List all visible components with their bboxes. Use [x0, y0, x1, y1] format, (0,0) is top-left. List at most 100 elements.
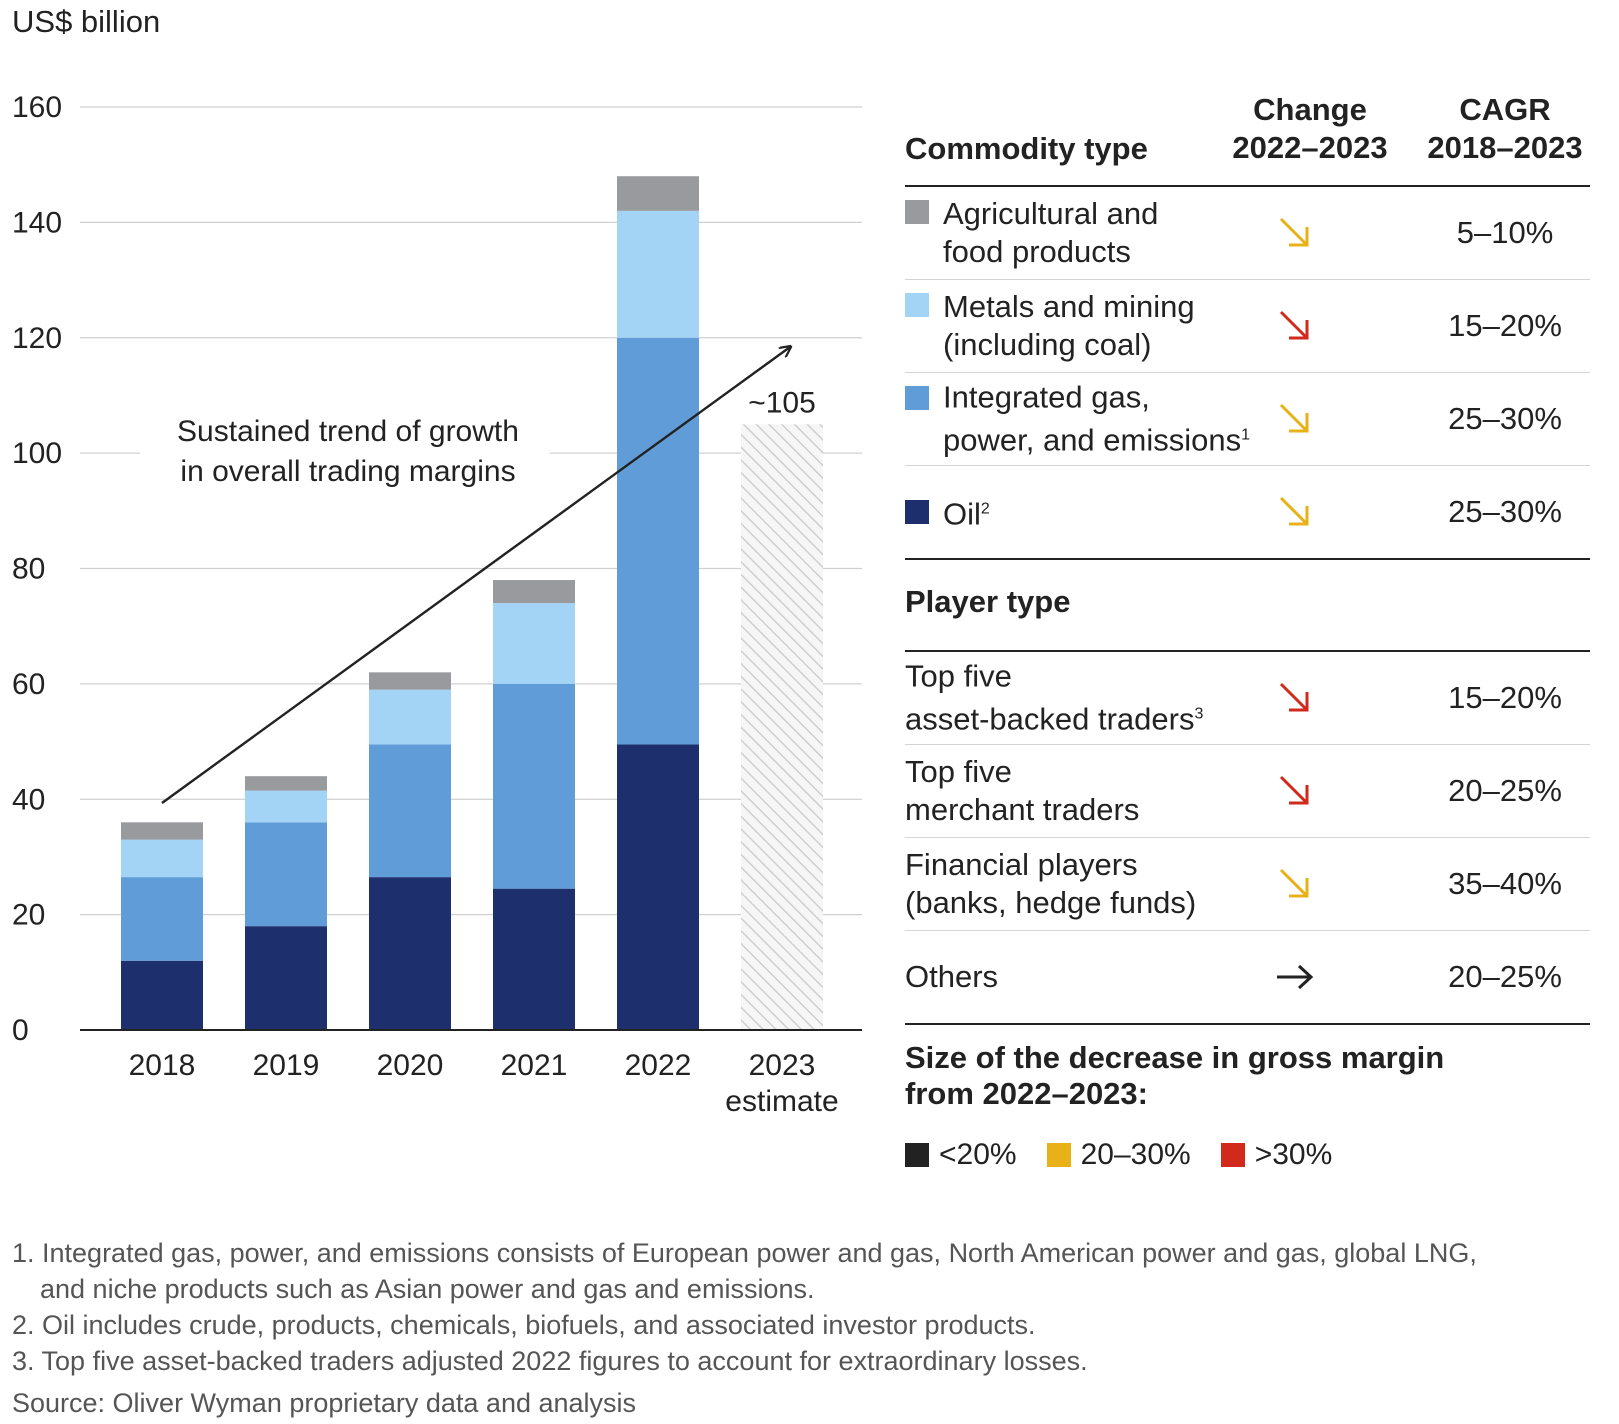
- margin-table: Commodity type Change 2022–2023 CAGR 201…: [905, 92, 1590, 1025]
- bar-segment: [369, 744, 451, 878]
- arrow-down-right-icon: [1273, 211, 1317, 255]
- legend-label: <20%: [939, 1138, 1017, 1171]
- bar-segment: [617, 210, 699, 338]
- commodity-row: Integrated gas, power, and emissions1 25–3…: [905, 373, 1590, 466]
- estimate-bar-group: ~105: [741, 386, 823, 1030]
- y-unit-label: US$ billion: [12, 4, 160, 39]
- player-label-line1: Top five: [905, 754, 1012, 789]
- table-header: Commodity type Change 2022–2023 CAGR 201…: [905, 92, 1590, 187]
- player-rows: Top five asset-backed traders3 15–20% Top f…: [905, 652, 1590, 1025]
- change-header-line1: Change: [1253, 92, 1367, 127]
- player-cagr: 20–25%: [1448, 959, 1562, 994]
- player-label: Top five asset-backed traders3: [905, 657, 1203, 738]
- player-label: Others: [905, 958, 998, 996]
- source-note: Source: Oliver Wyman proprietary data an…: [12, 1388, 637, 1418]
- bar-segment: [493, 580, 575, 604]
- y-tick-label: 100: [12, 437, 62, 470]
- x-tick-label: 2023: [749, 1049, 816, 1082]
- y-tick-label: 0: [12, 1014, 29, 1047]
- cagr-header-line2: 2018–2023: [1427, 130, 1583, 165]
- size-legend-title-line2: from 2022–2023:: [905, 1076, 1148, 1111]
- commodity-label-line1: Metals and mining: [943, 289, 1195, 324]
- x-tick-label: 2021: [501, 1049, 568, 1082]
- change-header: Change 2022–2023: [1215, 91, 1405, 167]
- bar-segment: [617, 176, 699, 211]
- bar-segment: [617, 744, 699, 1030]
- legend-item: 20–30%: [1046, 1138, 1191, 1172]
- footnote-marker: 1: [1241, 426, 1251, 444]
- x-tick-label: 2022: [625, 1049, 692, 1082]
- footnote-2: 2. Oil includes crude, products, chemica…: [12, 1310, 1036, 1340]
- player-label-line2: merchant traders: [905, 792, 1140, 827]
- player-row: Top five merchant traders 20–25%: [905, 745, 1590, 838]
- commodity-rows: Agricultural and food products 5–10% Metals…: [905, 187, 1590, 560]
- y-tick-label: 140: [12, 206, 62, 239]
- commodity-cagr: 5–10%: [1456, 215, 1554, 250]
- bars: [121, 176, 699, 1030]
- player-label: Top five merchant traders: [905, 753, 1139, 829]
- cagr-header-line1: CAGR: [1459, 92, 1551, 127]
- commodity-row: Oil2 25–30%: [905, 466, 1590, 560]
- footnote-marker: 3: [1194, 705, 1204, 723]
- y-axis-ticks: 0 20 40 60 80 100 120 140 160: [12, 91, 62, 1047]
- player-label: Financial players (banks, hedge funds): [905, 846, 1196, 922]
- commodity-swatch: [905, 500, 929, 524]
- commodity-row: Agricultural and food products 5–10%: [905, 187, 1590, 280]
- trend-arrow: [161, 347, 790, 804]
- player-label-line1: Others: [905, 959, 999, 994]
- bar-segment: [369, 689, 451, 745]
- bar-segment: [245, 822, 327, 927]
- change-header-line2: 2022–2023: [1232, 130, 1388, 165]
- commodity-label-line2: (including coal): [943, 327, 1152, 362]
- bar-segment: [121, 839, 203, 878]
- footnote-1-cont: and niche products such as Asian power a…: [40, 1274, 815, 1304]
- bar-segment: [493, 888, 575, 1030]
- y-tick-label: 40: [12, 783, 45, 816]
- bar-segment: [493, 603, 575, 684]
- commodity-label-line2: power, and emissions1: [943, 422, 1251, 458]
- player-cagr: 20–25%: [1448, 773, 1562, 808]
- player-label-line1: Top five: [905, 658, 1012, 694]
- size-legend-title: Size of the decrease in gross margin fro…: [905, 1040, 1444, 1112]
- legend-label: 20–30%: [1080, 1138, 1191, 1171]
- commodity-label-line1: Agricultural and: [943, 196, 1159, 231]
- cagr-header: CAGR 2018–2023: [1410, 91, 1600, 167]
- footnote-marker: 2: [980, 500, 990, 518]
- arrow-down-right-icon: [1273, 862, 1317, 906]
- y-tick-label: 80: [12, 553, 45, 586]
- bar-segment: [617, 337, 699, 745]
- commodity-type-header: Commodity type: [905, 131, 1148, 166]
- player-type-title: Player type: [905, 584, 1071, 619]
- player-cagr: 15–20%: [1448, 680, 1562, 715]
- bar-segment: [369, 672, 451, 690]
- commodity-swatch: [905, 200, 929, 224]
- x-tick-label-sub: estimate: [725, 1085, 838, 1118]
- commodity-cagr: 25–30%: [1448, 494, 1562, 529]
- footnote-1: 1. Integrated gas, power, and emissions …: [12, 1238, 1477, 1268]
- x-tick-label: 2020: [377, 1049, 444, 1082]
- commodity-row: Metals and mining (including coal) 15–20%: [905, 280, 1590, 373]
- y-tick-label: 60: [12, 668, 45, 701]
- bar-segment: [121, 960, 203, 1030]
- legend-swatch-red: [1220, 1143, 1245, 1167]
- arrow-right-icon: [1273, 955, 1317, 999]
- commodity-label: Oil2: [943, 490, 990, 533]
- commodity-swatch: [905, 386, 929, 410]
- bar-segment: [369, 877, 451, 1030]
- legend-item: <20%: [905, 1138, 1017, 1172]
- legend-swatch-black: [905, 1143, 929, 1167]
- arrow-down-right-icon: [1273, 490, 1317, 534]
- bar-segment: [493, 683, 575, 889]
- size-legend: <20% 20–30% >30%: [905, 1138, 1362, 1172]
- arrow-down-right-icon: [1273, 304, 1317, 348]
- x-tick-label: 2019: [253, 1049, 320, 1082]
- estimate-bar: [741, 424, 823, 1030]
- commodity-label-line2: food products: [943, 234, 1131, 269]
- legend-item: >30%: [1220, 1138, 1332, 1172]
- player-type-header: Player type: [905, 560, 1590, 652]
- footnotes: 1. Integrated gas, power, and emissions …: [12, 1235, 1477, 1379]
- commodity-label: Integrated gas, power, and emissions1: [943, 378, 1250, 459]
- y-tick-label: 160: [12, 91, 62, 124]
- commodity-label-line1: Oil2: [943, 496, 990, 532]
